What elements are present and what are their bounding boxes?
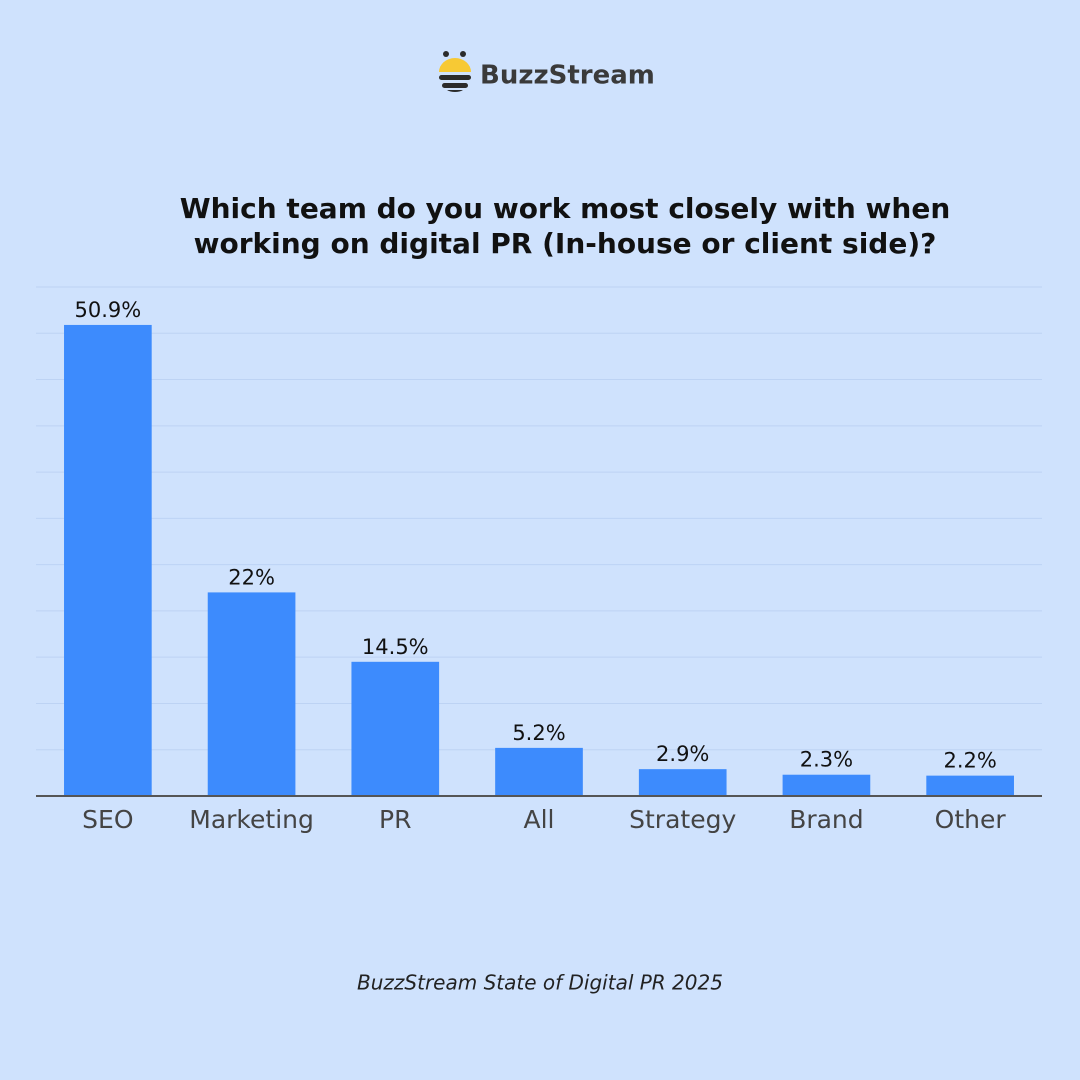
- chart-title: Which team do you work most closely with…: [180, 192, 951, 225]
- bar: [495, 747, 583, 796]
- value-label: 2.2%: [943, 749, 996, 773]
- x-tick-label: PR: [379, 805, 411, 834]
- bar: [64, 324, 152, 796]
- x-tick-label: All: [524, 805, 555, 834]
- bar: [351, 661, 440, 796]
- x-tick-label: Brand: [789, 805, 863, 834]
- value-label: 2.3%: [800, 748, 853, 772]
- bar: [638, 769, 727, 796]
- bar: [207, 592, 296, 796]
- logo-icon: [439, 51, 471, 92]
- bar: [782, 774, 871, 796]
- x-tick-label: Marketing: [189, 805, 314, 834]
- brand-name: BuzzStream: [480, 61, 655, 91]
- bar: [926, 775, 1014, 796]
- value-label: 22%: [228, 565, 275, 589]
- chart-title: working on digital PR (In-house or clien…: [194, 227, 937, 260]
- x-tick-label: Strategy: [629, 805, 736, 834]
- x-tick-label: Other: [935, 805, 1007, 834]
- value-label: 2.9%: [656, 742, 709, 766]
- value-label: 50.9%: [74, 298, 141, 322]
- value-label: 14.5%: [362, 635, 429, 659]
- value-label: 5.2%: [512, 721, 565, 745]
- source-note: BuzzStream State of Digital PR 2025: [357, 971, 723, 995]
- x-tick-label: SEO: [82, 805, 133, 834]
